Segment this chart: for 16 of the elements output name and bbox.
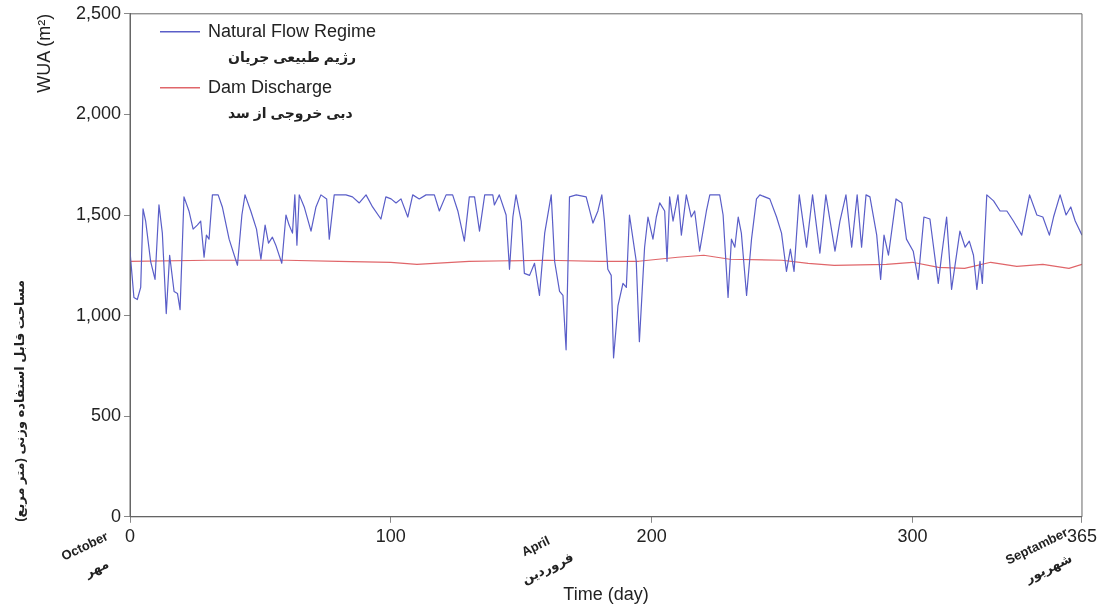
- x-axis-title: Time (day): [563, 584, 649, 605]
- text: April: [518, 532, 553, 560]
- y-tick-label: 2,000: [75, 103, 121, 124]
- y-tick-label: 1,000: [75, 304, 121, 325]
- text: مهر: [81, 555, 111, 581]
- y-tick-label: 1,500: [75, 203, 121, 224]
- text: مساحت قابل استفاده وزنی (متر مربع): [11, 279, 27, 522]
- x-tick-label: 365: [1066, 525, 1098, 546]
- x-tick-label: 200: [636, 525, 667, 546]
- x-tick-label: 0: [124, 525, 136, 546]
- x-tick-label: 100: [375, 525, 406, 546]
- y-tick-label: 2,500: [75, 2, 121, 23]
- y-axis-title: WUA (m²): [33, 13, 54, 93]
- x-tick-label: 300: [897, 525, 928, 546]
- y-tick-label: 500: [90, 405, 121, 426]
- y-tick-label: 0: [110, 505, 121, 526]
